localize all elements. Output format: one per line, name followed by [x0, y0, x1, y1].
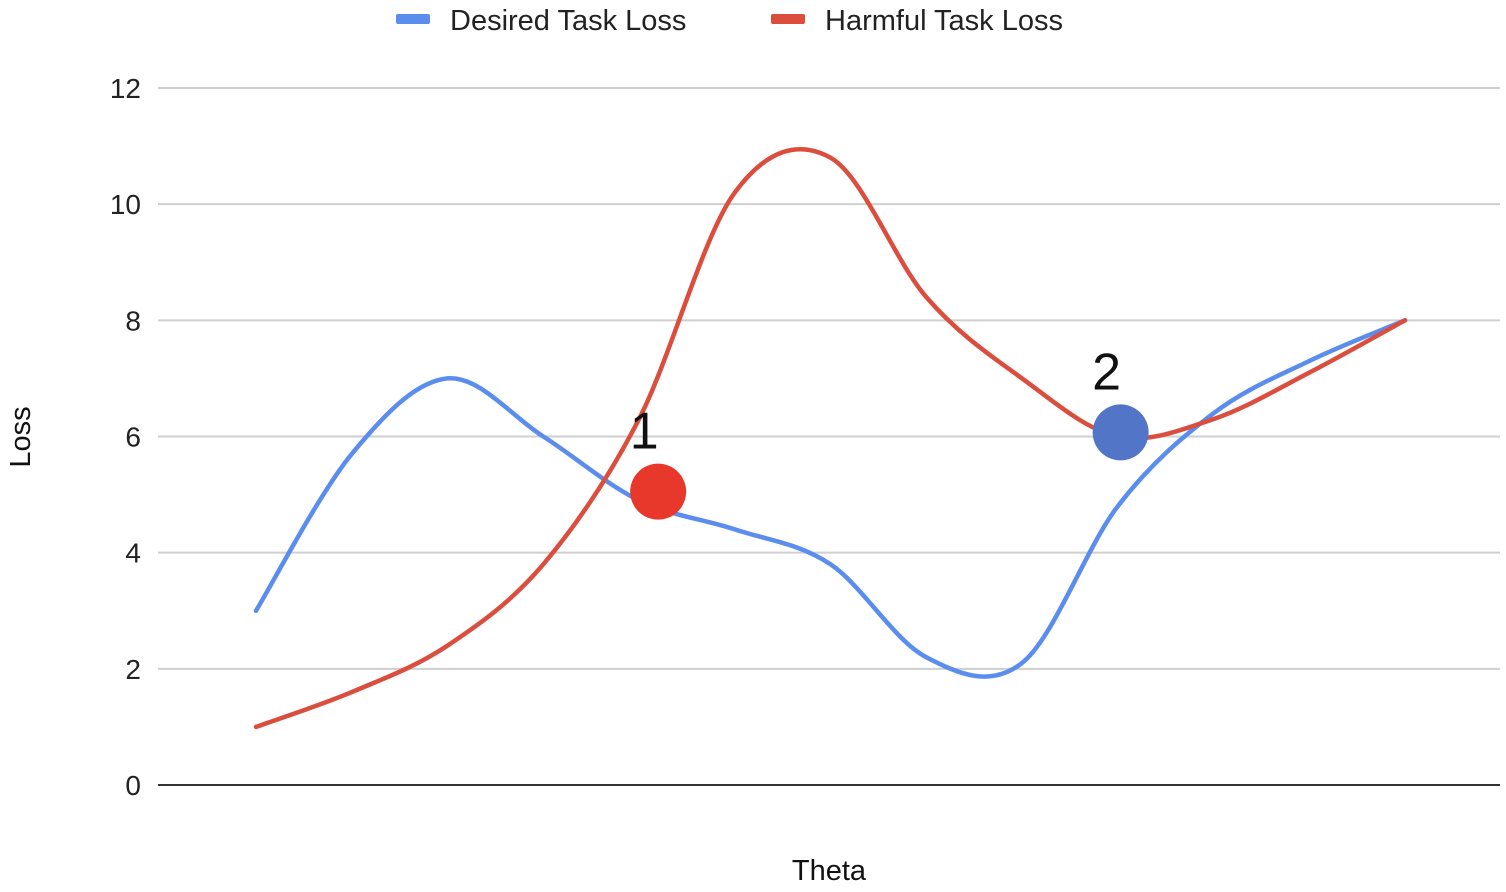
- legend-item-harmful-task-loss: Harmful Task Loss: [771, 5, 1063, 37]
- series-lines: [253, 147, 1408, 730]
- y-tick-label-0: 0: [125, 770, 141, 801]
- legend-item-desired-task-loss: Desired Task Loss: [396, 5, 686, 37]
- y-axis-title: Loss: [5, 406, 37, 467]
- legend-label-harmful-task-loss: Harmful Task Loss: [825, 5, 1063, 37]
- y-tick-label-4: 4: [125, 538, 141, 569]
- annotations: 12: [630, 343, 1149, 520]
- series-line-desired-task-loss: [253, 318, 1408, 679]
- y-tick-label-12: 12: [110, 73, 141, 104]
- legend-swatch-harmful-task-loss: [771, 14, 805, 24]
- y-tick-label-10: 10: [110, 189, 141, 220]
- legend-swatch-desired-task-loss: [396, 14, 430, 24]
- annotation-label-2: 2: [1092, 343, 1121, 401]
- legend-label-desired-task-loss: Desired Task Loss: [450, 5, 686, 37]
- y-tick-label-8: 8: [125, 305, 141, 336]
- y-tick-label-6: 6: [125, 422, 141, 453]
- series-line-harmful-task-loss: [253, 147, 1408, 730]
- legend: Desired Task Loss Harmful Task Loss: [396, 5, 1063, 37]
- annotation-marker-2: [1092, 404, 1149, 461]
- annotation-marker-1: [630, 463, 687, 520]
- annotation-label-1: 1: [630, 403, 659, 461]
- gridlines: [158, 87, 1500, 786]
- x-axis-title: Theta: [792, 855, 867, 887]
- y-tick-label-2: 2: [125, 654, 141, 685]
- y-axis-tick-labels: 0 2 4 6 8 10 12: [110, 73, 141, 801]
